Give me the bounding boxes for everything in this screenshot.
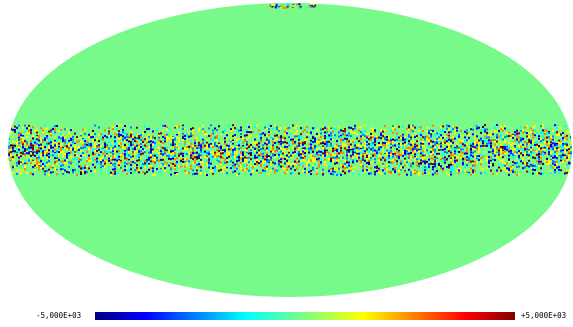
north-pole-noise-speckle [269, 3, 317, 9]
colorbar-max-label: +5,000E+03 [521, 311, 567, 320]
colorbar: -5,000E+03 +5,000E+03 [0, 310, 573, 324]
colorbar-gradient [95, 312, 515, 320]
galactic-plane-noise-band [8, 124, 572, 176]
colorbar-min-label: -5,000E+03 [36, 311, 82, 320]
